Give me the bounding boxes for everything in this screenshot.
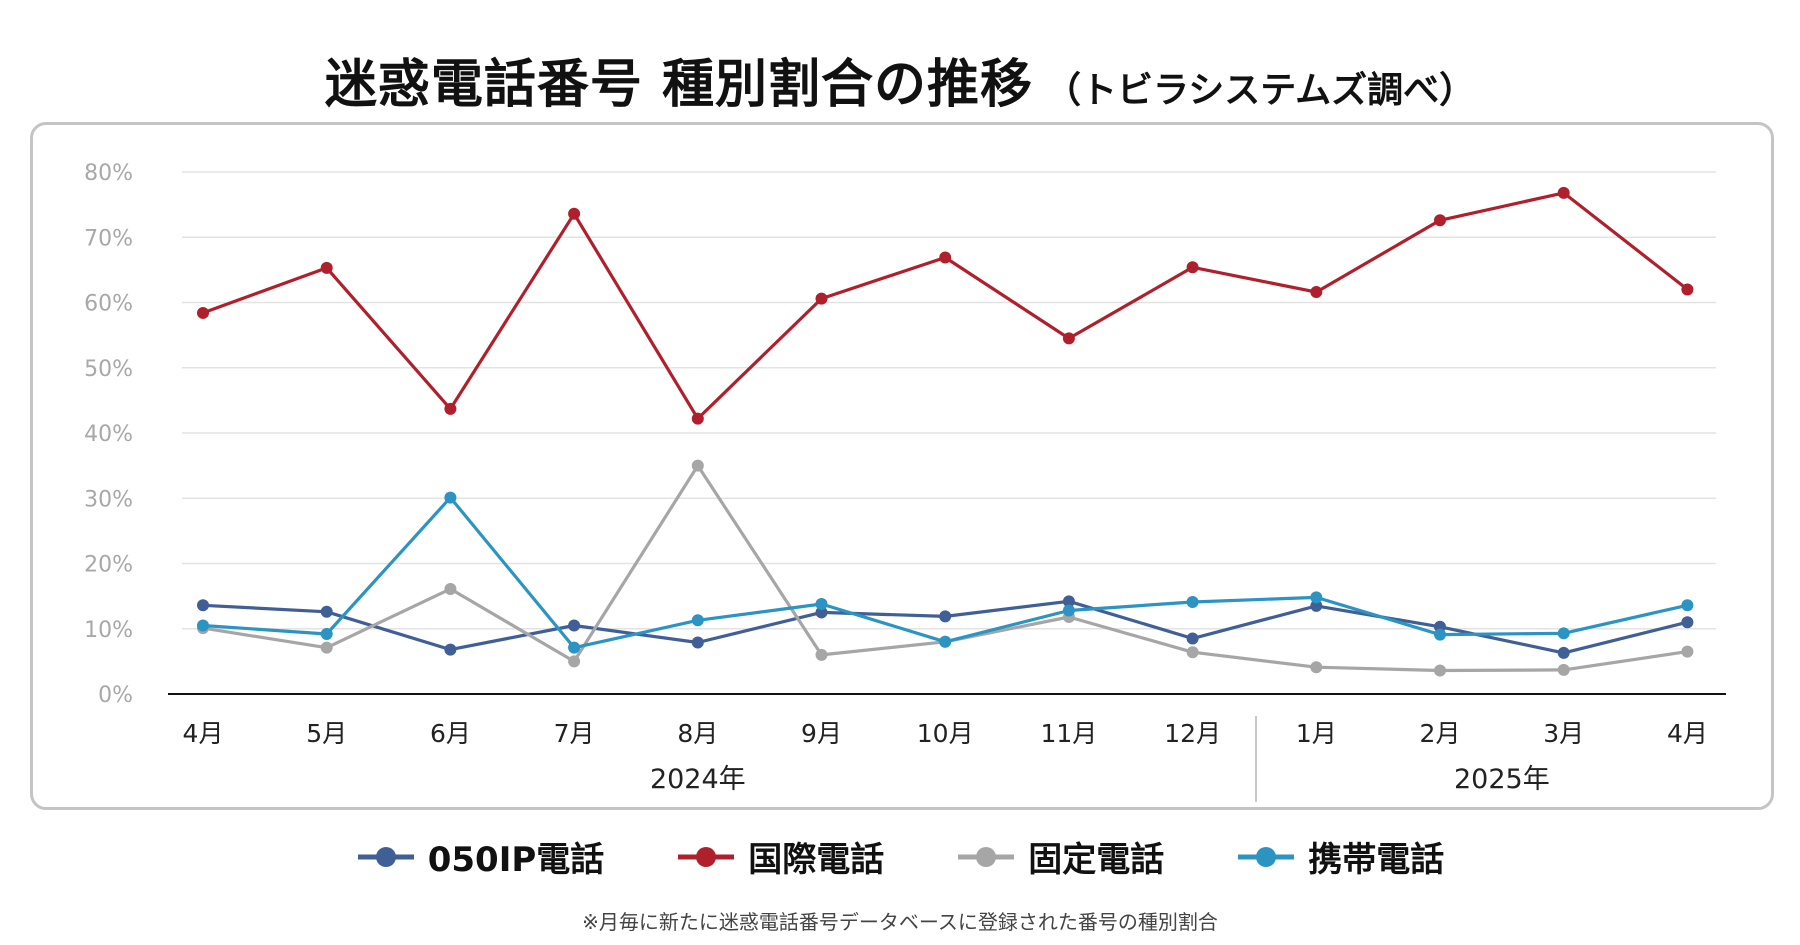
x-tick-label: 7月 [554,719,595,748]
y-tick-label: 80% [84,161,133,186]
data-point [320,627,333,640]
title-subtitle: （トビラシステムズ調べ） [1044,70,1476,111]
x-tick-label: 2月 [1420,719,1461,748]
data-point [1434,664,1446,677]
data-point [568,207,581,220]
legend-swatch-marker [696,846,717,867]
legend-swatch-marker [976,846,997,867]
x-tick-label: 9月 [801,719,842,748]
footnote: ※月毎に新たに迷惑電話番号データベースに登録された番号の種別割合 [582,910,1218,934]
legend-swatch [958,846,1015,867]
data-point [1681,645,1694,658]
data-point [1310,591,1323,604]
data-point [939,251,952,264]
y-tick-label: 10% [84,618,133,643]
legend-swatch [357,846,414,867]
data-point [1434,214,1446,227]
legend-label: 050IP電話 [427,840,605,880]
legend-swatch [1238,846,1295,867]
data-point [1557,186,1570,199]
legend-item: 050IP電話 [356,832,605,881]
series-line-1 [202,191,1689,421]
year-label: 2025年 [1454,764,1550,795]
data-point [1186,632,1199,645]
legend-label: 固定電話 [1028,840,1165,880]
data-point [815,648,828,661]
data-point [691,412,704,425]
data-point [691,459,704,472]
x-tick-label: 12月 [1164,719,1221,748]
data-point [320,641,333,654]
data-point [939,635,952,648]
data-point [939,610,952,623]
y-tick-label: 30% [84,487,133,512]
data-point [1310,661,1323,674]
y-tick-label: 20% [84,553,133,578]
data-point [1557,663,1570,676]
x-tick-label: 4月 [1667,719,1708,748]
data-point [1681,599,1694,612]
data-point [568,655,581,668]
data-point [1062,595,1075,608]
data-point [1062,604,1075,617]
x-tick-label: 11月 [1040,719,1097,748]
legend-label: 携帯電話 [1308,840,1445,880]
chart-legend: 050IP電話 国際電話 固定電話 携帯電話 [0,832,1800,881]
data-point [1062,332,1075,345]
x-tick-label: 10月 [917,719,974,748]
x-tick-label: 5月 [306,719,347,748]
legend-item: 携帯電話 [1236,832,1444,881]
x-tick-label: 3月 [1543,719,1584,748]
data-point [320,605,333,618]
data-point [1186,646,1199,659]
data-point [568,641,581,654]
data-point [568,619,581,632]
x-tick-label: 1月 [1296,719,1337,748]
year-label: 2024年 [650,764,746,795]
data-point [815,597,828,610]
data-point [1186,261,1199,274]
x-tick-label: 6月 [430,719,471,748]
data-point [1310,286,1323,299]
data-point [444,643,457,656]
data-point [444,402,457,415]
data-point [1434,628,1446,641]
data-point [815,292,828,305]
data-point [444,491,457,504]
data-point [1681,283,1694,296]
y-tick-label: 50% [84,357,133,382]
data-point [691,636,704,649]
legend-item: 固定電話 [956,832,1164,881]
legend-swatch [678,846,735,867]
y-tick-label: 40% [84,422,133,447]
data-point [815,606,828,619]
series-line-3 [202,496,1688,650]
data-point [1186,595,1199,608]
legend-swatch-marker [375,846,396,867]
x-tick-label: 8月 [677,719,718,748]
data-point [1557,646,1570,659]
data-point [444,582,457,595]
data-point [1557,627,1570,640]
data-point [691,614,704,627]
line-chart: 0% 10% 20% 30% 40% 50% 60% 70% 80% 4月 5月 6月 7月 8月 9月 10… [84,161,1726,802]
y-tick-label: 60% [84,292,133,317]
legend-swatch-marker [1256,846,1277,867]
data-point [197,306,209,319]
chart-title: 迷惑電話番号 種別割合の推移 （トビラシステムズ調べ） [0,42,1800,117]
y-tick-label: 0% [98,683,133,708]
data-point [1681,616,1694,629]
x-tick-label: 4月 [183,719,224,748]
legend-label: 国際電話 [748,840,885,880]
y-tick-label: 70% [84,226,133,251]
title-main: 迷惑電話番号 種別割合の推移 [324,55,1033,115]
data-point [320,261,333,274]
data-point [197,619,209,632]
legend-item: 国際電話 [676,832,884,881]
chart-panel [30,122,1774,810]
data-point [197,599,209,612]
data-point [1310,599,1323,612]
